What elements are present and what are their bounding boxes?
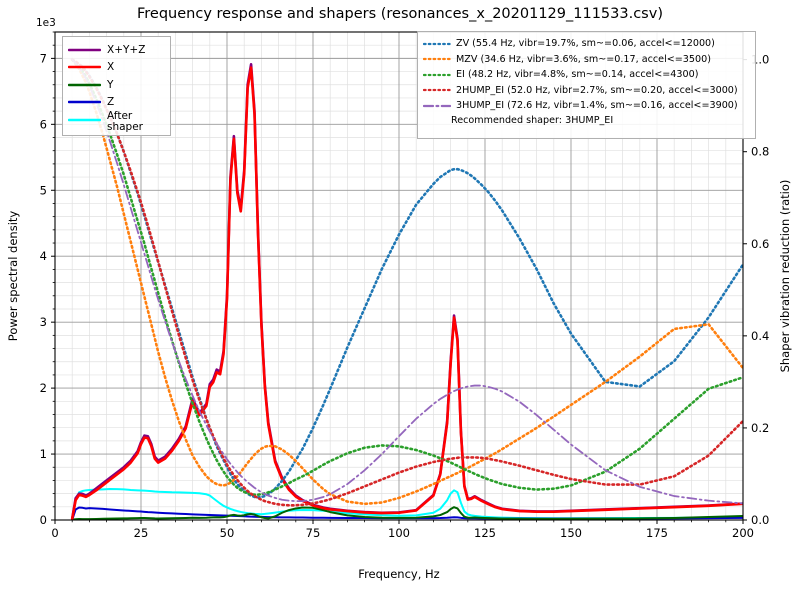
series-3hump-ei (71, 58, 743, 505)
series-ei (70, 58, 743, 496)
svg-text:50: 50 (220, 526, 235, 540)
legend-line-swatch-icon (423, 38, 451, 50)
shaper-legend-item[interactable]: 2HUMP_EI (52.0 Hz, vibr=2.7%, sm~=0.20, … (423, 83, 750, 99)
svg-text:1: 1 (40, 447, 47, 461)
svg-text:75: 75 (306, 526, 321, 540)
svg-text:0.2: 0.2 (751, 421, 769, 435)
series-mzv (70, 58, 743, 506)
psd-legend-label: Y (107, 78, 114, 91)
svg-text:150: 150 (560, 526, 582, 540)
svg-text:0.4: 0.4 (751, 329, 769, 343)
chart-title: Frequency response and shapers (resonanc… (137, 6, 663, 22)
psd-legend-label: Z (107, 96, 115, 109)
svg-text:5: 5 (40, 183, 47, 197)
svg-text:0.8: 0.8 (751, 145, 769, 159)
svg-text:100: 100 (388, 526, 410, 540)
legend-line-swatch-icon (68, 79, 101, 91)
svg-text:3: 3 (40, 315, 47, 329)
psd-legend-item[interactable]: Y (68, 76, 165, 94)
svg-text:25: 25 (134, 526, 149, 540)
shaper-legend-label: EI (48.2 Hz, vibr=4.8%, sm~=0.14, accel<… (456, 69, 699, 81)
shaper-legend-item[interactable]: 3HUMP_EI (72.6 Hz, vibr=1.4%, sm~=0.16, … (423, 98, 750, 114)
svg-text:175: 175 (646, 526, 668, 540)
svg-text:0: 0 (51, 526, 58, 540)
series-2hump-ei (70, 58, 743, 507)
series-after-shaper (71, 488, 743, 520)
legend-line-swatch-icon (423, 53, 451, 65)
psd-legend-item[interactable]: Z (68, 94, 165, 112)
legend-line-swatch-icon (423, 100, 451, 112)
legend-line-swatch-icon (423, 69, 451, 81)
svg-text:2: 2 (40, 381, 47, 395)
series-x (70, 66, 743, 520)
legend-line-swatch-icon (423, 84, 451, 96)
psd-legend-item[interactable]: After shaper (68, 111, 165, 133)
shaper-legend-label: ZV (55.4 Hz, vibr=19.7%, sm~=0.06, accel… (456, 38, 715, 50)
series-layer (70, 58, 743, 520)
recommended-shaper-note: Recommended shaper: 3HUMP_EI (451, 114, 614, 126)
y-axis-label: Power spectral density (6, 211, 20, 342)
legend-line-swatch-icon (68, 44, 101, 56)
psd-legend-label: After shaper (107, 110, 144, 133)
psd-legend-item[interactable]: X+Y+Z (68, 41, 165, 59)
svg-text:6: 6 (40, 117, 47, 131)
svg-text:4: 4 (40, 249, 47, 263)
series-y (71, 506, 743, 520)
shaper-legend-item[interactable]: MZV (34.6 Hz, vibr=3.6%, sm~=0.17, accel… (423, 52, 750, 68)
psd-legend-label: X+Y+Z (107, 43, 146, 56)
shaper-legend: ZV (55.4 Hz, vibr=19.7%, sm~=0.06, accel… (417, 31, 756, 139)
svg-text:0: 0 (40, 513, 47, 527)
psd-legend: X+Y+Z X Y Z After shaper (62, 36, 171, 136)
legend-line-swatch-icon (68, 61, 101, 73)
svg-text:200: 200 (732, 526, 754, 540)
svg-text:7: 7 (40, 51, 47, 65)
shaper-legend-item[interactable]: EI (48.2 Hz, vibr=4.8%, sm~=0.14, accel<… (423, 67, 750, 83)
svg-text:125: 125 (474, 526, 496, 540)
svg-text:0.0: 0.0 (751, 513, 769, 527)
psd-legend-label: X (107, 61, 115, 74)
y-axis-offset-label: 1e3 (36, 17, 56, 29)
shaper-legend-label: 2HUMP_EI (52.0 Hz, vibr=2.7%, sm~=0.20, … (456, 84, 738, 96)
legend-line-swatch-icon (68, 96, 101, 108)
psd-legend-item[interactable]: X (68, 59, 165, 77)
shaper-legend-item[interactable]: ZV (55.4 Hz, vibr=19.7%, sm~=0.06, accel… (423, 36, 750, 52)
shaper-legend-label: MZV (34.6 Hz, vibr=3.6%, sm~=0.17, accel… (456, 53, 711, 65)
legend-line-swatch-icon (68, 114, 101, 126)
shaper-legend-label: 3HUMP_EI (72.6 Hz, vibr=1.4%, sm~=0.16, … (456, 100, 738, 112)
y2-axis-label: Shaper vibration reduction (ratio) (778, 180, 792, 373)
x-axis-label: Frequency, Hz (358, 567, 439, 581)
svg-text:0.6: 0.6 (751, 237, 769, 251)
